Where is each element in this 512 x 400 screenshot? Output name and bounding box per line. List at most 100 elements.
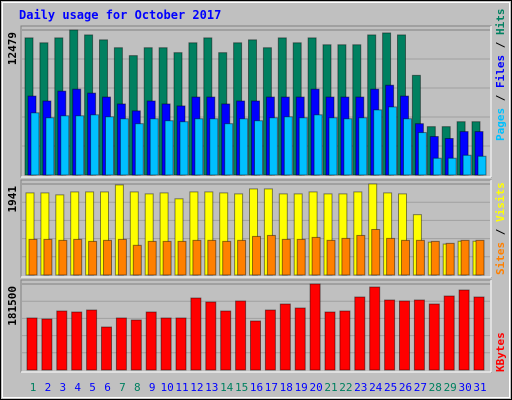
bar: [149, 118, 159, 176]
bar: [41, 318, 53, 371]
bar: [388, 106, 398, 176]
y-tick-label: 1941: [6, 186, 19, 213]
bar: [209, 118, 219, 176]
x-tick-label: 26: [399, 381, 412, 394]
bar: [43, 238, 53, 276]
bar: [443, 295, 455, 371]
bar: [56, 310, 68, 371]
bar: [28, 238, 38, 276]
bar: [354, 296, 366, 371]
bar: [207, 239, 217, 276]
x-tick-label: 23: [354, 381, 367, 394]
bar: [268, 117, 278, 176]
x-tick-label: 22: [339, 381, 352, 394]
bar: [162, 240, 172, 276]
bar: [264, 309, 276, 371]
bar: [175, 317, 187, 371]
bar: [283, 116, 293, 176]
x-tick-label: 4: [74, 381, 81, 394]
x-tick-label: 13: [205, 381, 218, 394]
bar: [71, 311, 83, 371]
bar: [399, 300, 410, 371]
bar: [252, 235, 261, 276]
bar: [447, 157, 457, 176]
bar: [324, 311, 336, 371]
x-tick-label: 31: [473, 381, 486, 394]
x-tick-label: 5: [89, 381, 96, 394]
bar: [30, 112, 40, 176]
x-tick-label: 18: [280, 381, 293, 394]
bar: [105, 116, 114, 176]
bar: [384, 299, 396, 371]
bar: [341, 237, 351, 276]
legend-entry: Visits: [494, 182, 507, 222]
bar: [294, 307, 306, 371]
bar: [88, 240, 98, 276]
legend-entry: Pages: [494, 108, 507, 141]
bar: [358, 117, 368, 176]
bar: [194, 118, 204, 176]
bar: [235, 300, 247, 371]
x-tick-label: 27: [414, 381, 427, 394]
bar: [473, 296, 485, 371]
bar: [371, 228, 381, 276]
x-tick-label: 24: [369, 381, 383, 394]
bar: [266, 234, 276, 276]
x-tick-label: 30: [458, 381, 471, 394]
bar: [145, 311, 157, 371]
bar: [415, 239, 425, 276]
x-tick-label: 16: [250, 381, 263, 394]
x-tick-label: 25: [384, 381, 397, 394]
bar: [254, 120, 263, 176]
bar: [356, 234, 366, 276]
x-tick-label: 11: [175, 381, 188, 394]
bar: [115, 317, 127, 371]
bar: [369, 286, 381, 371]
bar: [373, 109, 383, 176]
bar: [45, 117, 55, 176]
x-tick-label: 8: [134, 381, 141, 394]
bar: [60, 115, 70, 176]
bar: [132, 244, 142, 276]
bar: [279, 303, 291, 371]
bar: [58, 239, 68, 276]
bar: [343, 118, 353, 176]
bar: [328, 117, 338, 176]
bar: [101, 326, 112, 371]
bar: [281, 238, 291, 276]
legend: Pages / Files / Hits: [494, 9, 507, 142]
x-tick-label: 2: [45, 381, 52, 394]
x-tick-label: 12: [190, 381, 203, 394]
x-tick-label: 6: [104, 381, 111, 394]
bar: [298, 117, 308, 176]
legend-separator: /: [494, 41, 507, 48]
bar: [134, 123, 144, 176]
legend-separator: /: [494, 94, 507, 101]
bar: [326, 239, 336, 276]
y-tick-label: 12479: [6, 32, 19, 65]
x-tick-label: 3: [59, 381, 66, 394]
bar: [313, 114, 323, 176]
bar: [458, 289, 470, 371]
x-tick-label: 14: [220, 381, 234, 394]
bar: [237, 239, 247, 276]
bar: [164, 120, 174, 176]
x-tick-label: 29: [444, 381, 457, 394]
legend-entry: Sites: [494, 242, 507, 275]
x-tick-label: 19: [295, 381, 308, 394]
bar: [462, 154, 472, 176]
x-tick-label: 17: [265, 381, 278, 394]
bar: [177, 240, 187, 276]
legend: Sites / Visits: [494, 182, 507, 275]
x-tick-label: 15: [235, 381, 248, 394]
bar: [296, 238, 306, 276]
bar: [250, 320, 261, 371]
x-tick-label: 10: [160, 381, 173, 394]
bar: [386, 237, 396, 276]
bar: [309, 283, 321, 371]
bar: [90, 114, 100, 176]
bar: [103, 239, 112, 276]
bar: [311, 236, 321, 276]
x-tick-label: 1: [30, 381, 37, 394]
